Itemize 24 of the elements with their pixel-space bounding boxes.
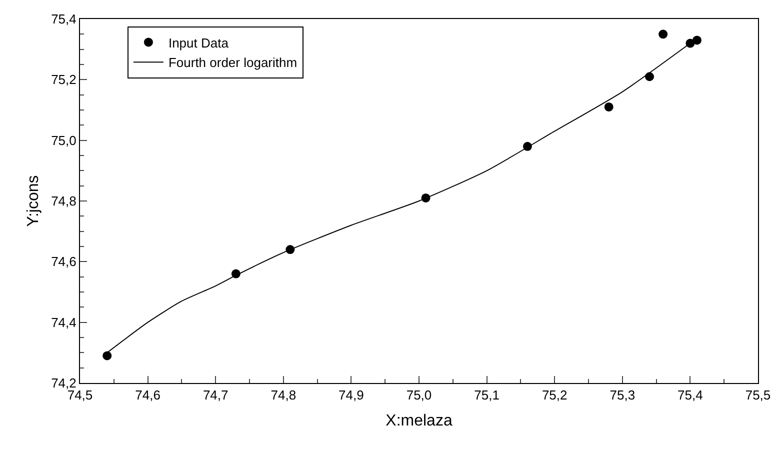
y-tick-label: 75,0: [51, 132, 76, 148]
x-tick-label: 75,3: [610, 388, 636, 403]
x-tick-label: 74,9: [338, 388, 364, 403]
x-tick-label: 74,7: [202, 388, 228, 403]
y-tick-label: 75,4: [51, 12, 76, 27]
x-tick-label: 75,1: [474, 388, 500, 403]
legend-label: Fourth order logarithm: [168, 55, 298, 70]
y-tick-label: 74,4: [51, 314, 76, 330]
x-axis-title: X:melaza: [386, 412, 452, 430]
legend-label: Input Data: [168, 35, 230, 50]
y-axis-title: Y:jcons: [24, 175, 42, 227]
x-tick-label: 75,5: [745, 388, 771, 403]
x-tick-label: 75,0: [406, 388, 432, 403]
point: [692, 36, 702, 45]
x-tick-label: 75,2: [542, 388, 568, 403]
y-tick-label: 74,6: [51, 254, 76, 270]
x-tick-label: 74,8: [270, 388, 296, 403]
y-tick-label: 74,8: [51, 194, 76, 209]
point: [102, 351, 112, 360]
point: [658, 30, 668, 39]
y-tick-label: 75,2: [51, 72, 76, 88]
x-tick-label: 75,4: [678, 388, 703, 403]
point: [604, 102, 614, 112]
x-tick-label: 74,6: [135, 388, 160, 403]
